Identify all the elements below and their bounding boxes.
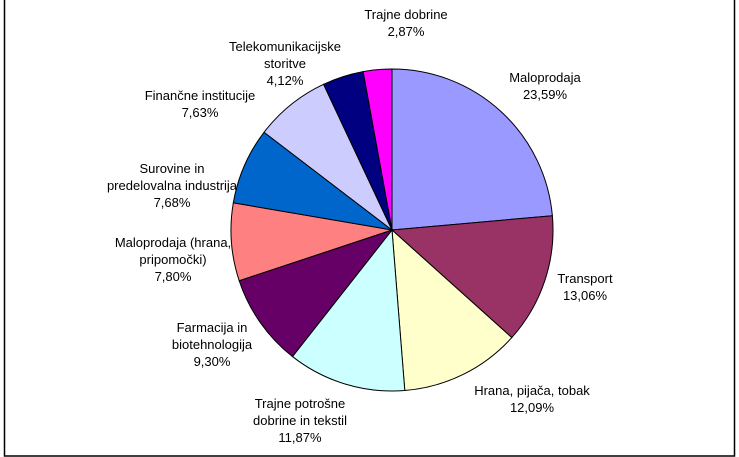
- slice-label: Maloprodaja: [509, 70, 581, 85]
- pie-slice: [238, 229, 394, 358]
- slice-label: Surovine in predelovalna industrija: [107, 161, 238, 193]
- slice-label-line: storitve: [264, 56, 306, 71]
- slice-label: Transport: [557, 271, 613, 286]
- value-label: 13,06%: [563, 288, 608, 303]
- value-label: 4,12%: [267, 73, 304, 88]
- slice-label: Trajne potrošne dobrine in tekstil: [253, 396, 347, 428]
- slice-label: Farmacija in biotehnologija: [172, 320, 253, 352]
- value-label: 12,09%: [510, 400, 555, 415]
- value-label: 23,59%: [523, 87, 568, 102]
- pie-slice: [391, 228, 513, 392]
- slice-label-line: Surovine in: [139, 161, 204, 176]
- value-label: 7,63%: [182, 105, 219, 120]
- slice-label: Maloprodaja (hrana, pripomočki): [115, 235, 231, 267]
- pie-slice: [362, 68, 393, 231]
- value-label: 9,30%: [194, 354, 231, 369]
- slice-label-line: dobrine in tekstil: [253, 413, 347, 428]
- value-label: 11,87%: [278, 430, 322, 445]
- slice-label-line: Hrana, pijača, tobak: [474, 383, 590, 398]
- slice-label-line: Telekomunikacijske: [229, 39, 341, 54]
- value-label: 7,80%: [155, 269, 192, 284]
- slice-label: Trajne dobrine: [364, 7, 447, 22]
- slice-label-line: pripomočki): [139, 252, 206, 267]
- slice-label-line: biotehnologija: [172, 337, 253, 352]
- slice-label-line: Trajne potrošne: [255, 396, 346, 411]
- slice-label-line: predelovalna industrija: [107, 178, 238, 193]
- slice-label-line: Transport: [557, 271, 613, 286]
- slice-label-line: Trajne dobrine: [364, 7, 447, 22]
- slice-label: Telekomunikacijske storitve: [229, 39, 341, 71]
- slice-label-line: Maloprodaja (hrana,: [115, 235, 231, 250]
- slice-label: Hrana, pijača, tobak: [474, 383, 590, 398]
- pie-slice: [391, 68, 553, 231]
- slice-label-line: Finančne institucije: [145, 88, 256, 103]
- slice-label-line: Maloprodaja: [509, 70, 581, 85]
- pie-slice: [390, 215, 554, 339]
- value-label: 2,87%: [388, 24, 425, 39]
- pie-slice: [291, 228, 406, 392]
- slice-label: Finančne institucije: [145, 88, 256, 103]
- value-label: 7,68%: [154, 195, 191, 210]
- slice-label-line: Farmacija in: [177, 320, 248, 335]
